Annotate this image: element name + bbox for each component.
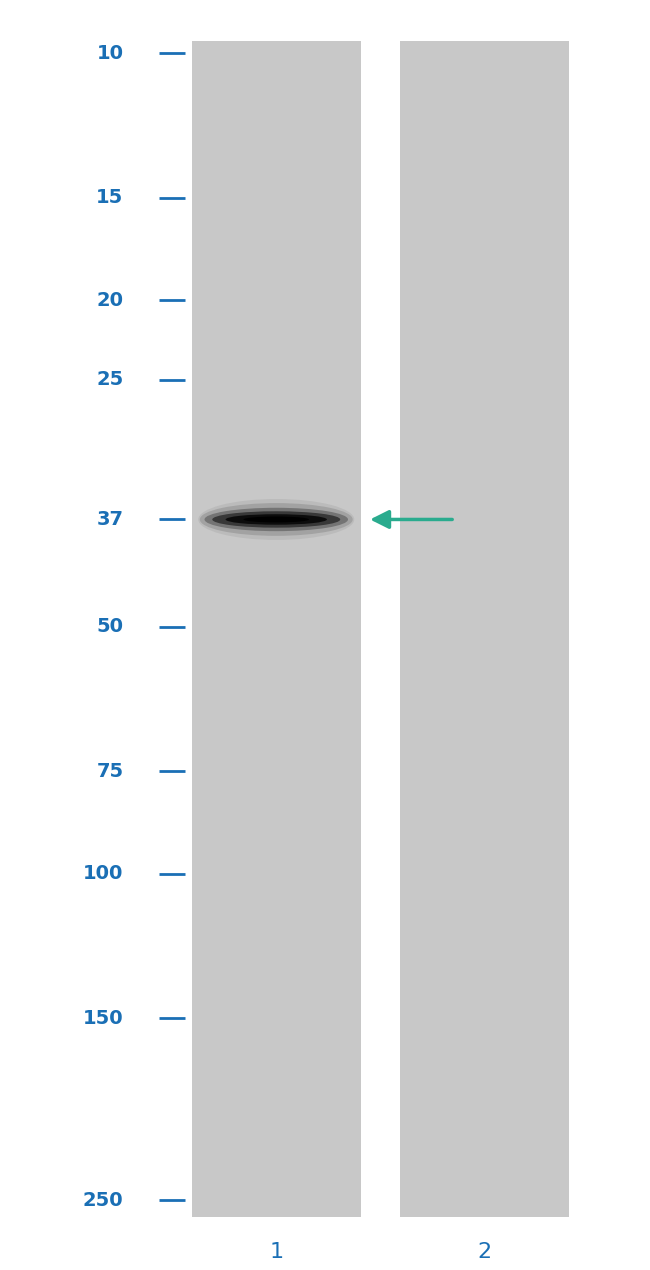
Ellipse shape bbox=[244, 517, 309, 522]
Text: 2: 2 bbox=[477, 1242, 491, 1262]
Ellipse shape bbox=[198, 499, 354, 540]
Text: 10: 10 bbox=[96, 44, 124, 62]
Text: 1: 1 bbox=[269, 1242, 283, 1262]
Text: 25: 25 bbox=[96, 371, 124, 390]
Bar bbox=[192, 41, 361, 1217]
Text: 150: 150 bbox=[83, 1008, 124, 1027]
Text: 100: 100 bbox=[83, 864, 124, 883]
Text: 50: 50 bbox=[96, 617, 124, 636]
Text: 20: 20 bbox=[96, 291, 124, 310]
Text: 37: 37 bbox=[96, 511, 124, 530]
Text: 75: 75 bbox=[96, 762, 124, 781]
Bar bbox=[400, 41, 569, 1217]
Ellipse shape bbox=[226, 514, 327, 525]
Ellipse shape bbox=[213, 512, 340, 527]
Ellipse shape bbox=[205, 508, 348, 531]
Ellipse shape bbox=[200, 503, 353, 536]
Text: 15: 15 bbox=[96, 188, 124, 207]
Text: 250: 250 bbox=[83, 1191, 124, 1209]
